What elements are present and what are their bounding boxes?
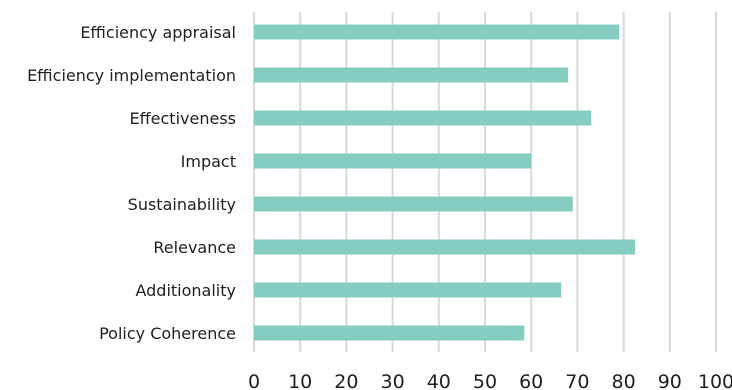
category-label: Effectiveness bbox=[130, 109, 236, 128]
bars bbox=[254, 24, 636, 341]
category-label: Sustainability bbox=[128, 195, 236, 214]
x-tick-label: 100 bbox=[698, 371, 732, 390]
bar bbox=[254, 110, 592, 126]
category-label: Efficiency appraisal bbox=[80, 23, 236, 42]
bar bbox=[254, 282, 562, 298]
x-tick-labels: 0 10 20 30 40 50 60 70 80 90 100 bbox=[248, 371, 732, 390]
x-tick-label: 30 bbox=[381, 371, 405, 390]
bar bbox=[254, 325, 525, 341]
x-tick-label: 80 bbox=[612, 371, 636, 390]
category-labels: Efficiency appraisal Efficiency implement… bbox=[27, 23, 236, 343]
bar bbox=[254, 239, 636, 255]
category-label: Efficiency implementation bbox=[27, 66, 236, 85]
bar bbox=[254, 24, 619, 40]
bar bbox=[254, 153, 532, 169]
category-label: Policy Coherence bbox=[99, 324, 236, 343]
x-tick-label: 50 bbox=[473, 371, 497, 390]
x-tick-label: 60 bbox=[519, 371, 543, 390]
bar bbox=[254, 67, 569, 83]
gridlines bbox=[253, 12, 717, 352]
category-label: Impact bbox=[181, 152, 236, 171]
x-tick-label: 10 bbox=[288, 371, 312, 390]
category-label: Additionality bbox=[135, 281, 236, 300]
category-label: Relevance bbox=[153, 238, 236, 257]
bar bbox=[254, 196, 573, 212]
x-tick-label: 90 bbox=[658, 371, 682, 390]
x-tick-label: 0 bbox=[248, 371, 260, 390]
x-tick-label: 20 bbox=[334, 371, 358, 390]
x-tick-label: 40 bbox=[427, 371, 451, 390]
x-tick-label: 70 bbox=[565, 371, 589, 390]
